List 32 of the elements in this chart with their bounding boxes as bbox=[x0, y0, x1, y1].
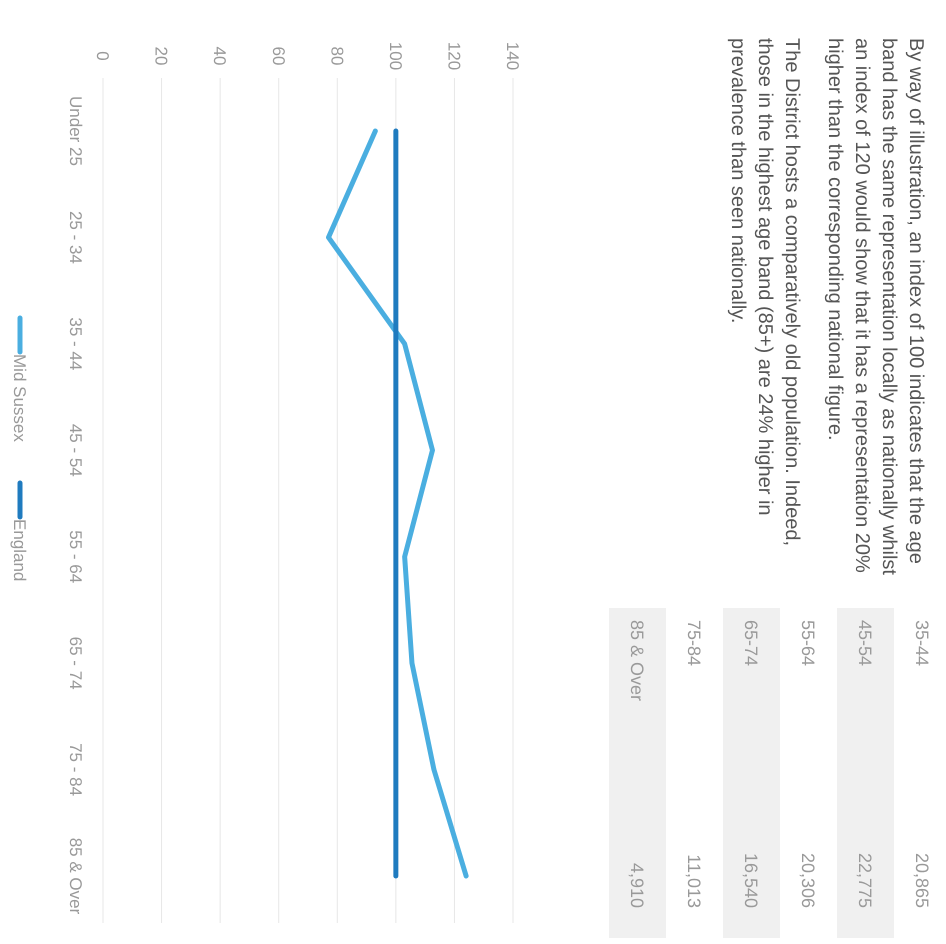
y-tick-label: Under 25 bbox=[66, 96, 86, 166]
legend-label: England bbox=[10, 519, 30, 582]
x-tick-label: 100 bbox=[386, 42, 405, 70]
y-tick-label: 65 - 74 bbox=[66, 636, 86, 690]
x-tick-label: 120 bbox=[444, 42, 464, 70]
y-tick-label: 75 - 84 bbox=[66, 743, 86, 796]
x-tick-label: 20 bbox=[152, 46, 171, 66]
category-label: 85 & Over bbox=[627, 620, 648, 702]
y-tick-label: 25 - 34 bbox=[66, 210, 86, 264]
x-tick-label: 80 bbox=[327, 46, 346, 66]
x-tick-label: 140 bbox=[503, 42, 522, 70]
x-tick-label: 60 bbox=[268, 46, 288, 66]
category-label: 55-64 bbox=[798, 620, 818, 666]
text: 16,540 bbox=[741, 852, 762, 908]
x-tick-label: 0 bbox=[93, 51, 112, 61]
y-tick-label: 45 - 54 bbox=[66, 424, 86, 477]
category-label: 75-84 bbox=[684, 620, 704, 666]
y-tick-label: 35 - 44 bbox=[66, 317, 86, 370]
category-label: 65-74 bbox=[741, 620, 762, 666]
text: 20,306 bbox=[798, 852, 818, 908]
legend-label: Mid Sussex bbox=[10, 354, 30, 442]
text: 20,865 bbox=[912, 852, 932, 908]
text: 11,013 bbox=[684, 854, 704, 908]
category-label: 45-54 bbox=[855, 620, 876, 666]
text: 22,775 bbox=[855, 852, 876, 908]
category-label: 35-44 bbox=[912, 620, 932, 666]
text: 4,910 bbox=[627, 862, 648, 908]
x-tick-label: 40 bbox=[210, 46, 230, 66]
text: By way of illustration, an index of 100 indicates that the age band has the same representation locally as nationally whilst an index of 120 would show that it has a representation 20% higher than the corresponding national figure. bbox=[824, 38, 927, 576]
text: The District hosts a comparatively old population. Indeed, those in the highest age band (85+) are 24% higher in prevalence than seen nationally. bbox=[727, 38, 803, 546]
y-tick-label: 55 - 64 bbox=[66, 530, 86, 584]
y-tick-label: 85 & Over bbox=[66, 838, 86, 915]
